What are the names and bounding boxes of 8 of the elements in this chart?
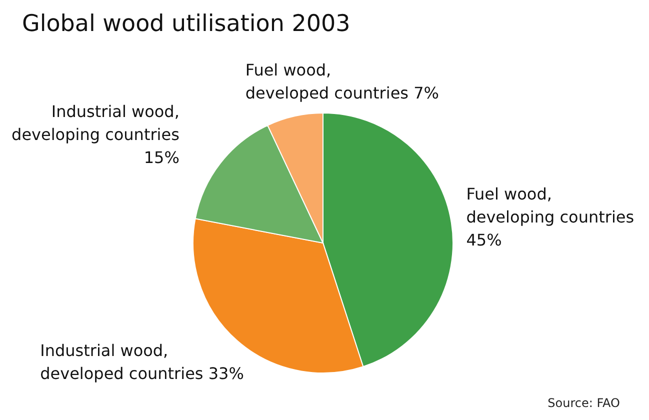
- source-note: Source: FAO: [548, 396, 620, 410]
- slice-label: Industrial wood, developed countries 33%: [40, 340, 244, 383]
- slice-label: Fuel wood, developed countries 7%: [245, 60, 439, 102]
- chart-title: Global wood utilisation 2003: [22, 11, 350, 37]
- data-label: 45%: [466, 230, 502, 250]
- slice-label: Fuel wood, developing countries: [466, 184, 634, 226]
- slice-label: Industrial wood, developing countries: [12, 102, 180, 144]
- data-label: 15%: [144, 148, 180, 168]
